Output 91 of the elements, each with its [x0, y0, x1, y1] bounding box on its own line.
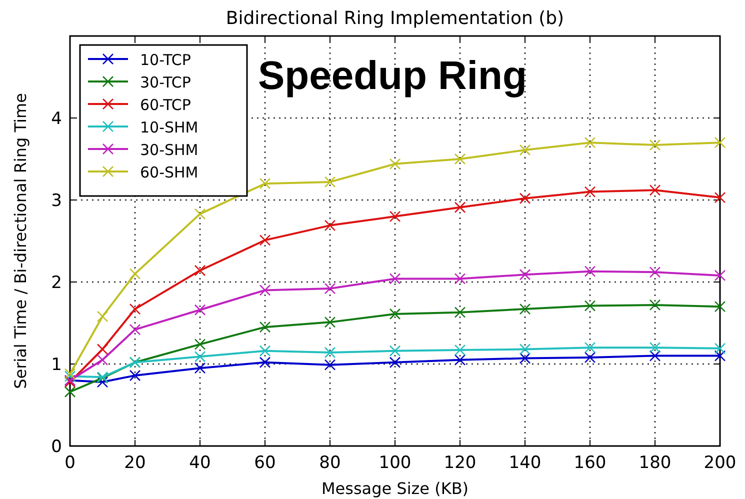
y-tick-label: 4 — [51, 109, 62, 129]
point — [324, 176, 336, 188]
point — [324, 316, 336, 328]
point — [714, 136, 726, 148]
point — [454, 344, 466, 356]
point — [96, 354, 108, 366]
point — [194, 208, 206, 220]
point — [649, 350, 661, 362]
point — [194, 362, 206, 374]
legend-label: 60-TCP — [140, 96, 191, 114]
point — [584, 186, 596, 198]
point — [519, 268, 531, 280]
y-tick-label: 2 — [51, 273, 62, 293]
point — [389, 273, 401, 284]
legend-label: 30-SHM — [140, 141, 198, 159]
legend-label: 30-TCP — [140, 74, 191, 92]
point — [714, 270, 726, 282]
legend-label: 60-SHM — [140, 164, 198, 182]
point — [649, 139, 661, 151]
point — [454, 202, 466, 214]
point — [129, 268, 141, 280]
x-tick-label: 100 — [378, 453, 412, 473]
x-tick-label: 140 — [508, 453, 542, 473]
point — [324, 282, 336, 294]
point — [389, 345, 401, 357]
x-tick-label: 0 — [64, 453, 76, 473]
x-tick-label: 60 — [254, 453, 276, 473]
point — [649, 184, 661, 196]
point — [64, 386, 76, 398]
y-tick-label: 3 — [51, 191, 62, 211]
point — [259, 356, 271, 368]
point — [519, 192, 531, 204]
point — [324, 346, 336, 358]
point — [129, 324, 141, 336]
point — [194, 304, 206, 316]
x-tick-label: 40 — [189, 453, 211, 473]
point — [454, 273, 466, 284]
legend-label: 10-SHM — [140, 118, 198, 136]
point — [64, 368, 76, 380]
point — [129, 303, 141, 315]
x-tick-label: 120 — [444, 453, 476, 473]
point — [64, 370, 76, 382]
legend-label: 10-TCP — [140, 51, 191, 69]
point — [389, 158, 401, 170]
point — [584, 300, 596, 312]
point — [324, 359, 336, 370]
point — [259, 234, 271, 246]
point — [324, 220, 336, 232]
point — [519, 144, 531, 156]
point — [194, 350, 206, 362]
x-axis-title: Message Size (KB) — [321, 479, 469, 498]
point — [454, 354, 466, 366]
x-tick-label: 80 — [319, 453, 341, 473]
point — [96, 376, 108, 388]
point — [584, 136, 596, 148]
point — [96, 310, 108, 322]
point — [649, 266, 661, 278]
point — [259, 178, 271, 190]
point — [194, 338, 206, 350]
chart-title: Bidirectional Ring Implementation (b) — [226, 8, 564, 29]
point — [714, 300, 726, 312]
point — [259, 345, 271, 357]
point — [96, 344, 108, 355]
point — [649, 342, 661, 354]
point — [584, 342, 596, 354]
point — [389, 308, 401, 320]
point — [714, 342, 726, 354]
x-tick-label: 180 — [638, 453, 672, 473]
point — [259, 321, 271, 333]
point — [519, 303, 531, 315]
annotation: Speedup Ring — [258, 54, 527, 98]
point — [129, 370, 141, 382]
point — [714, 350, 726, 362]
y-tick-label: 0 — [51, 437, 62, 457]
point — [389, 356, 401, 368]
point — [584, 266, 596, 277]
x-tick-label: 200 — [704, 453, 736, 473]
point — [454, 306, 466, 318]
y-axis-title: Serial Time / Bi-directional Ring Time — [11, 93, 30, 389]
point — [454, 153, 466, 165]
x-tick-label: 160 — [574, 453, 606, 473]
point — [649, 299, 661, 311]
point — [714, 192, 726, 204]
point — [519, 352, 531, 364]
point — [194, 264, 206, 276]
x-tick-label: 20 — [124, 453, 146, 473]
point — [584, 352, 596, 364]
y-tick-label: 1 — [51, 355, 62, 375]
point — [259, 284, 271, 296]
point — [519, 344, 531, 355]
point — [389, 210, 401, 222]
